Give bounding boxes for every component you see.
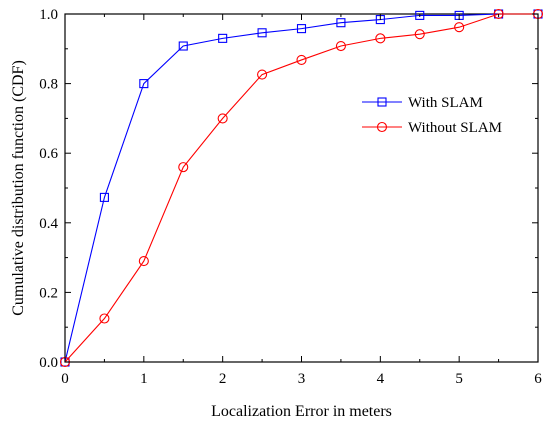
data-point [257,28,267,38]
data-point [415,10,425,20]
y-tick-label: 0.4 [39,216,58,232]
data-point [99,313,110,324]
series-with-slam [60,9,543,367]
legend-item: Without SLAM [362,120,502,136]
legend-item: With SLAM [362,95,483,111]
legend-label: Without SLAM [408,120,502,136]
legend: With SLAM Without SLAM [362,95,502,136]
x-tick-label: 3 [298,371,306,387]
x-tick-label: 6 [534,371,542,387]
series-line [64,13,538,363]
x-tick-label: 0 [61,371,69,387]
data-point [414,29,425,40]
data-point [178,162,189,173]
legend-label: With SLAM [408,95,483,111]
data-point [336,18,346,28]
x-axis-title: Localization Error in meters [211,403,392,420]
y-tick-label: 0.2 [39,285,58,301]
data-point [296,24,307,34]
series-layer [59,8,544,368]
x-tick-label: 5 [455,371,463,387]
x-tick-label: 2 [219,371,227,387]
data-point [99,192,109,202]
x-tick-label: 4 [377,371,385,387]
legend-marker [376,121,388,133]
data-point [178,41,188,51]
data-point [375,33,386,44]
data-point [139,79,149,89]
y-tick-label: 0.8 [39,77,58,93]
data-point [493,8,504,20]
plot-frame [64,13,539,363]
data-point [454,22,465,33]
series-line [64,13,538,363]
axes: 0 1 2 3 4 5 6 0.0 0.2 0.4 0.6 0.8 1.0 [39,7,542,387]
y-tick-label: 0.0 [39,355,58,371]
series-without-slam [59,8,544,368]
y-axis-title: Cumulative distribution function (CDF) [10,60,27,316]
x-tick-label: 1 [140,371,148,387]
data-point [257,69,268,80]
data-point [335,40,346,52]
data-point [138,256,149,267]
data-point [296,54,307,65]
data-point [218,33,228,43]
data-point [217,113,228,124]
y-tick-label: 0.6 [39,146,58,162]
legend-marker [377,97,387,107]
y-tick-label: 1.0 [39,7,58,23]
plot-area [64,13,539,363]
